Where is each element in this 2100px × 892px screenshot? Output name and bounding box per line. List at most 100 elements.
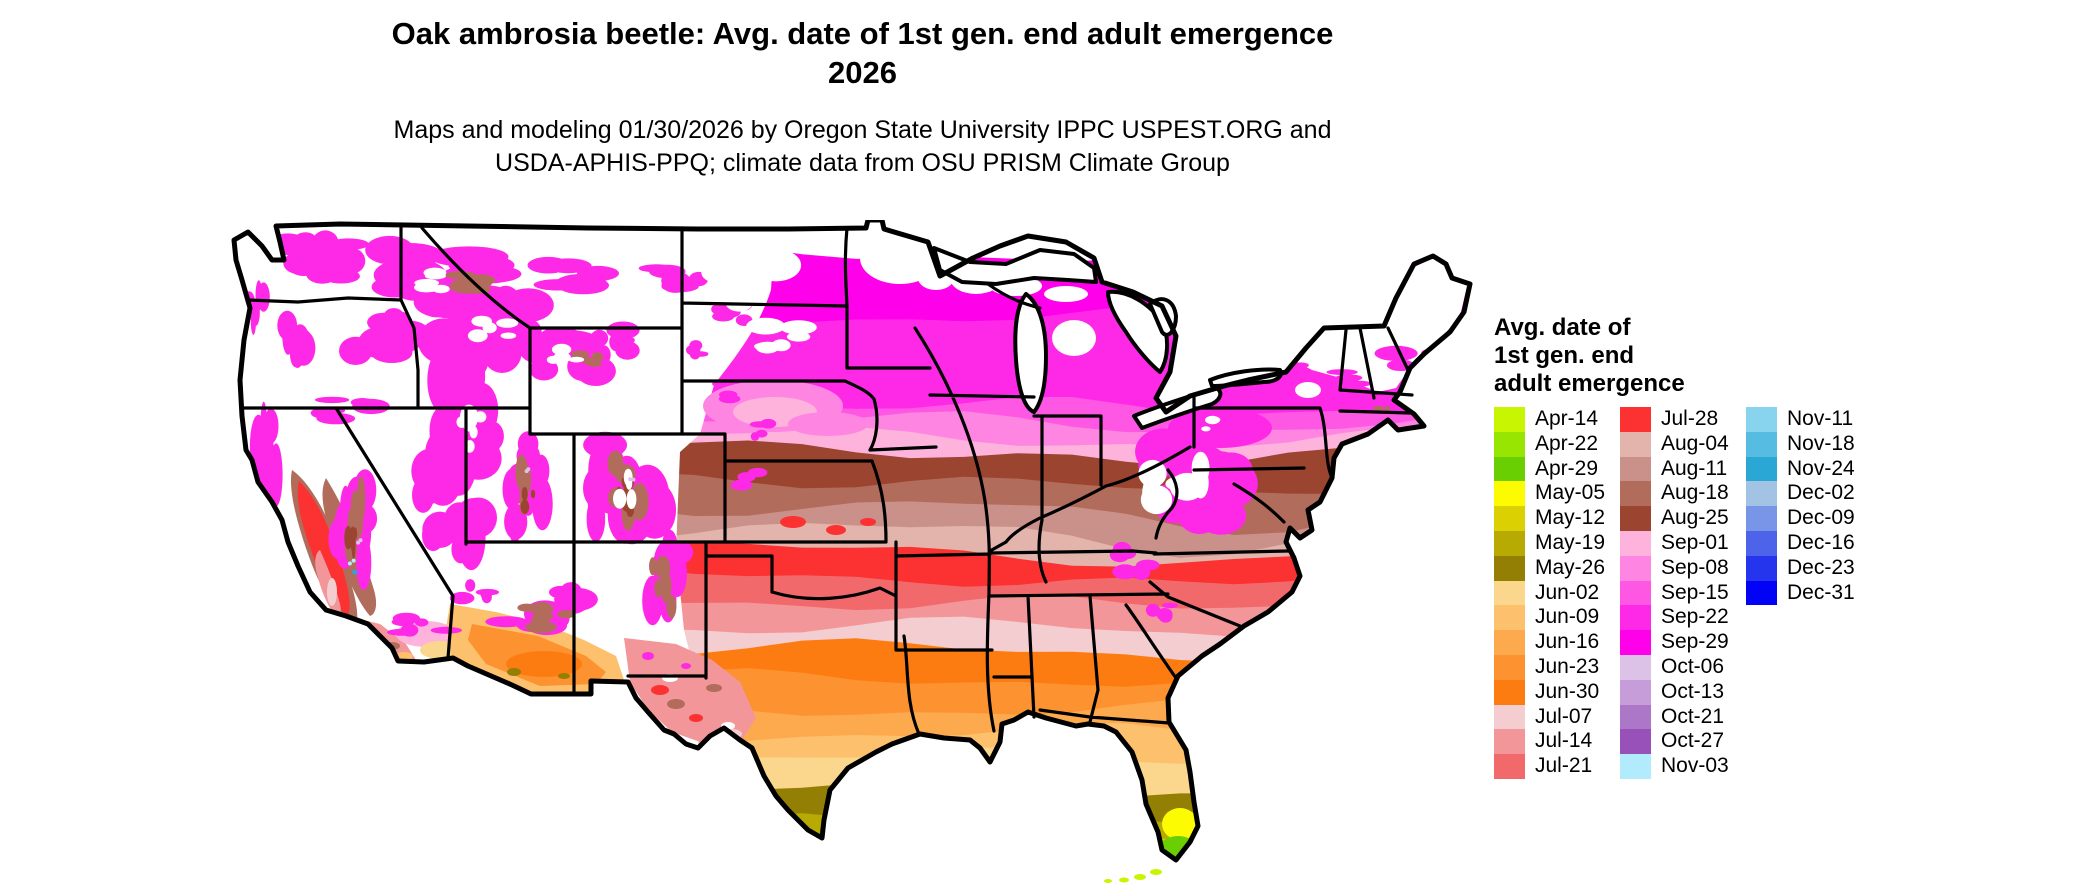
- terrain-speck: [347, 561, 352, 566]
- terrain-speck: [430, 626, 462, 634]
- legend-label: Oct-06: [1661, 654, 1725, 678]
- legend-label: Sep-01: [1661, 530, 1729, 554]
- legend-row: Sep-15: [1620, 580, 1746, 606]
- terrain-speck: [614, 328, 629, 338]
- legend-row: Aug-25: [1620, 506, 1746, 531]
- terrain-speck: [557, 610, 576, 619]
- legend-swatch: [1494, 605, 1525, 631]
- legend-swatch: [1620, 407, 1651, 432]
- terrain-speck: [250, 304, 257, 335]
- legend-swatch: [1494, 431, 1525, 457]
- legend-label: Dec-16: [1787, 530, 1855, 554]
- legend-swatch: [1620, 555, 1651, 581]
- legend-label: May-12: [1535, 506, 1606, 530]
- terrain-speck: [350, 398, 375, 407]
- legend-label: Jun-16: [1535, 630, 1600, 654]
- legend-swatch: [1746, 555, 1777, 581]
- terrain-speck: [557, 276, 609, 295]
- terrain-speck: [500, 332, 517, 339]
- lake-superior: [932, 246, 1098, 286]
- legend-row: Nov-11: [1746, 407, 1872, 432]
- legend-swatch: [1494, 506, 1525, 531]
- legend-row: Jun-16: [1494, 630, 1620, 655]
- terrain-speck: [546, 355, 561, 364]
- terrain-speck: [635, 491, 647, 513]
- ca-coast-pale2: [279, 551, 289, 569]
- terrain-speck: [496, 318, 519, 328]
- legend-swatch: [1620, 431, 1651, 457]
- legend-swatch: [1494, 555, 1525, 581]
- legend-label: Sep-08: [1661, 555, 1729, 579]
- legend-swatch: [1620, 530, 1651, 556]
- terrain-speck: [530, 489, 536, 499]
- legend-label: Jun-02: [1535, 580, 1600, 604]
- legend-label: Dec-02: [1787, 481, 1855, 505]
- date-band-Jun-23: [234, 668, 1470, 860]
- terrain-speck: [607, 450, 624, 477]
- terrain-speck: [416, 449, 447, 504]
- terrain-speck: [291, 342, 304, 368]
- legend-label: Oct-13: [1661, 679, 1725, 703]
- legend-title-line1: Avg. date of: [1494, 314, 1631, 341]
- terrain-speck: [414, 278, 440, 287]
- terrain-speck: [481, 591, 492, 604]
- great-lakes: [932, 246, 1283, 430]
- legend-row: Dec-23: [1746, 555, 1872, 581]
- terrain-speck: [623, 468, 633, 486]
- legend-label: Aug-04: [1661, 431, 1729, 455]
- legend-label: Dec-23: [1787, 555, 1855, 579]
- terrain-speck: [424, 272, 446, 280]
- legend-columns: Apr-14 Apr-22 Apr-29 May-05 May-12 May-19 May-…: [1494, 407, 2074, 779]
- terrain-speck: [351, 558, 356, 563]
- terrain-speck: [654, 579, 663, 598]
- legend-column: Nov-11 Nov-18 Nov-24 Dec-02 Dec-09 Dec-16 Dec-…: [1746, 407, 1872, 779]
- legend-row: Sep-01: [1620, 530, 1746, 556]
- legend-row: Jun-09: [1494, 605, 1620, 631]
- legend-row: Oct-13: [1620, 679, 1746, 705]
- terrain-speck: [392, 612, 421, 625]
- kans-red1: [780, 516, 806, 528]
- legend-row: Apr-14: [1494, 407, 1620, 432]
- page-subtitle-line2: USDA-APHIS-PPQ; climate data from OSU PR…: [495, 149, 1230, 177]
- terrain-speck: [1432, 350, 1460, 362]
- legend-swatch: [1620, 754, 1651, 779]
- terrain-speck: [760, 418, 777, 429]
- legend-row: Jun-23: [1494, 654, 1620, 680]
- terrain-speck: [371, 276, 420, 298]
- terrain-speck: [786, 332, 811, 342]
- legend-label: Nov-11: [1787, 407, 1854, 430]
- terrain-speck: [750, 432, 760, 441]
- legend-label: Nov-03: [1661, 754, 1729, 778]
- up-nodata2: [1044, 286, 1088, 302]
- legend-swatch: [1494, 481, 1525, 507]
- terrain-speck: [474, 411, 487, 423]
- legend-swatch: [1746, 431, 1777, 457]
- terrain-speck: [1112, 541, 1132, 556]
- terrain-speck: [1145, 603, 1161, 617]
- legend-swatch: [1494, 654, 1525, 680]
- legend-row: Jul-07: [1494, 704, 1620, 730]
- terrain-speck: [311, 230, 339, 257]
- terrain-speck: [737, 472, 756, 482]
- date-band-Jun-02: [234, 747, 1470, 860]
- terrain-speck: [1158, 610, 1173, 623]
- legend-row: May-12: [1494, 506, 1620, 531]
- legend-label: Jun-09: [1535, 605, 1600, 629]
- date-band-Jun-16: [234, 698, 1470, 860]
- legend-swatch: [1746, 456, 1777, 482]
- terrain-speck: [314, 396, 350, 404]
- terrain-speck: [1434, 345, 1460, 362]
- kans-red2: [826, 525, 846, 535]
- legend-label: Apr-14: [1535, 407, 1599, 430]
- terrain-speck: [277, 310, 298, 341]
- legend-label: Sep-22: [1661, 605, 1729, 629]
- legend-swatch: [1494, 580, 1525, 606]
- legend-row: Nov-18: [1746, 431, 1872, 457]
- terrain-speck: [529, 358, 559, 381]
- legend-label: May-19: [1535, 530, 1606, 554]
- us-map: [231, 220, 1473, 883]
- legend-row: Dec-31: [1746, 580, 1872, 606]
- header: Oak ambrosia beetle: Avg. date of 1st ge…: [240, 14, 1485, 180]
- legend-label: Aug-18: [1661, 481, 1729, 505]
- wtx-salmon-base: [624, 638, 756, 744]
